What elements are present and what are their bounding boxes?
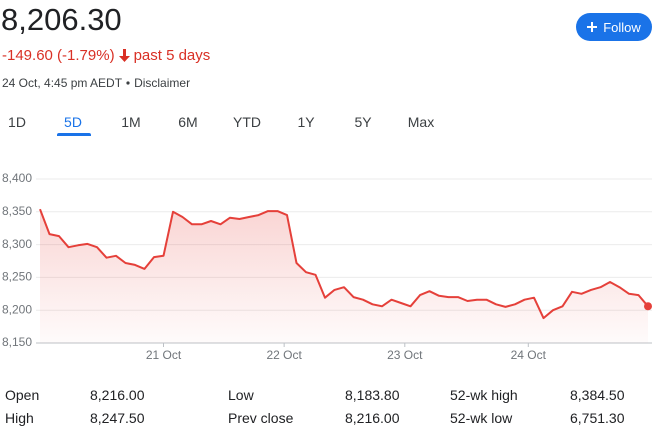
tab[interactable]: 1Y: [297, 114, 315, 130]
period: past 5 days: [133, 47, 211, 64]
timestamp-row: 24 Oct, 4:45 pm AEDT Disclaimer: [2, 76, 190, 90]
stat-label: Open: [5, 387, 40, 403]
tab[interactable]: 5D: [64, 114, 82, 130]
stat-value: 6,751.30: [570, 410, 625, 426]
stat-value: 8,247.50: [90, 410, 145, 426]
tab[interactable]: 5Y: [354, 114, 372, 130]
y-tick-label: 8,250: [2, 270, 32, 284]
tab-underline: [57, 133, 91, 136]
follow-button[interactable]: Follow: [576, 13, 652, 41]
stat-value: 8,183.80: [345, 387, 400, 403]
x-tick-label: 22 Oct: [266, 348, 302, 362]
stat-value: 8,384.50: [570, 387, 625, 403]
follow-label: Follow: [603, 19, 641, 35]
end-dot: [644, 302, 652, 311]
stat-label: Low: [228, 387, 254, 403]
down-arrow: [118, 49, 130, 62]
area: [40, 209, 648, 343]
x-tick-label: 24 Oct: [511, 348, 547, 362]
y-tick-label: 8,200: [2, 302, 32, 316]
y-tick-label: 8,350: [2, 204, 32, 218]
tab[interactable]: Max: [407, 114, 435, 130]
tab[interactable]: 1D: [8, 114, 26, 130]
plus-icon: [587, 22, 598, 32]
price-line: [39, 208, 649, 320]
stat-label: Prev close: [228, 410, 294, 426]
stat-label: 52-wk low: [450, 410, 513, 426]
x-tick-label: 23 Oct: [387, 348, 423, 362]
y-tick-label: 8,400: [2, 171, 32, 185]
price: 8,206.30: [1, 2, 122, 37]
stat-value: 8,216.00: [90, 387, 145, 403]
stat-value: 8,216.00: [345, 410, 400, 426]
timestamp: 24 Oct, 4:45 pm AEDT: [2, 76, 123, 90]
x-tick-label: 21 Oct: [146, 348, 182, 362]
change-row: -149.60 (-1.79%) past 5 days: [2, 47, 210, 64]
change: -149.60 (-1.79%): [2, 47, 115, 64]
stat-label: 52-wk high: [450, 387, 518, 403]
tab[interactable]: 6M: [178, 114, 198, 130]
bullet: [126, 81, 130, 85]
disclaimer[interactable]: Disclaimer: [134, 76, 191, 90]
stat-label: High: [5, 410, 34, 426]
y-tick-label: 8,150: [2, 335, 32, 349]
y-tick-label: 8,300: [2, 237, 32, 251]
tab[interactable]: 1M: [121, 114, 141, 130]
tab[interactable]: YTD: [233, 114, 261, 130]
